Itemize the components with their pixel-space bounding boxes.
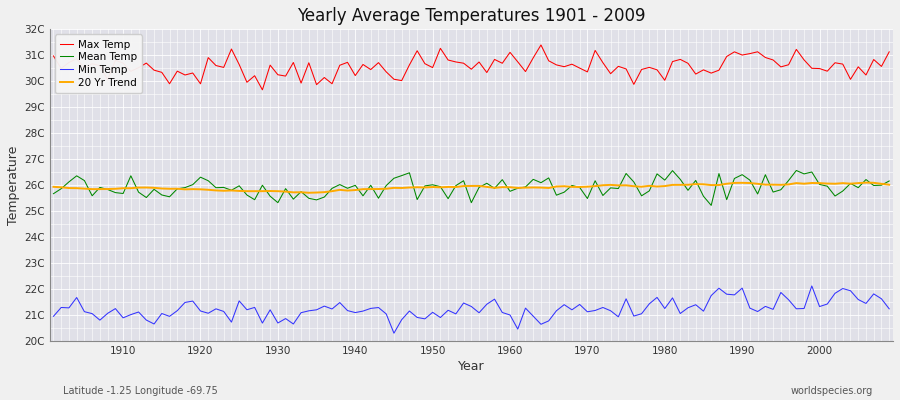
20 Yr Trend (860, 180, 871, 185)
Mean Temp (706, 203, 716, 208)
Min Temp (605, 308, 616, 313)
Min Temp (389, 331, 400, 336)
Max Temp (48, 54, 58, 58)
Max Temp (536, 42, 546, 47)
Max Temp (257, 88, 268, 92)
Mean Temp (497, 177, 508, 182)
20 Yr Trend (280, 189, 291, 194)
Min Temp (110, 306, 121, 311)
Mean Temp (598, 193, 608, 198)
Mean Temp (884, 178, 895, 183)
Text: worldspecies.org: worldspecies.org (791, 386, 873, 396)
20 Yr Trend (884, 182, 895, 187)
Min Temp (884, 306, 895, 311)
20 Yr Trend (505, 185, 516, 190)
Max Temp (512, 60, 523, 64)
20 Yr Trend (48, 184, 58, 189)
Text: Latitude -1.25 Longitude -69.75: Latitude -1.25 Longitude -69.75 (63, 386, 218, 396)
Max Temp (335, 63, 346, 68)
Min Temp (327, 306, 338, 311)
Mean Temp (505, 189, 516, 194)
Min Temp (280, 316, 291, 321)
Max Temp (613, 64, 624, 69)
20 Yr Trend (303, 190, 314, 195)
Mean Temp (791, 168, 802, 173)
20 Yr Trend (512, 186, 523, 190)
Mean Temp (110, 190, 121, 195)
Line: 20 Yr Trend: 20 Yr Trend (53, 183, 889, 193)
Line: Max Temp: Max Temp (53, 45, 889, 90)
Min Temp (806, 284, 817, 288)
20 Yr Trend (335, 188, 346, 192)
Line: Min Temp: Min Temp (53, 286, 889, 333)
Y-axis label: Temperature: Temperature (7, 146, 20, 225)
Max Temp (288, 60, 299, 65)
Title: Yearly Average Temperatures 1901 - 2009: Yearly Average Temperatures 1901 - 2009 (297, 7, 645, 25)
Max Temp (505, 50, 516, 55)
Max Temp (110, 58, 121, 63)
Min Temp (48, 314, 58, 319)
X-axis label: Year: Year (458, 360, 484, 373)
Min Temp (505, 312, 516, 317)
Mean Temp (327, 186, 338, 191)
Min Temp (512, 327, 523, 332)
Line: Mean Temp: Mean Temp (53, 170, 889, 205)
Max Temp (884, 50, 895, 54)
Mean Temp (280, 186, 291, 191)
Mean Temp (48, 191, 58, 196)
20 Yr Trend (605, 182, 616, 187)
20 Yr Trend (110, 186, 121, 191)
Legend: Max Temp, Mean Temp, Min Temp, 20 Yr Trend: Max Temp, Mean Temp, Min Temp, 20 Yr Tre… (55, 34, 142, 93)
